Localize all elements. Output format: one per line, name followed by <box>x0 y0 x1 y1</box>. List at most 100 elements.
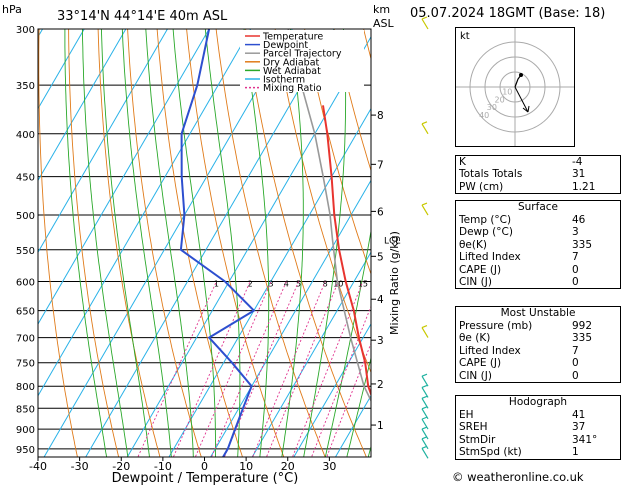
pressure-tick-label: 800 <box>16 382 35 393</box>
height-tick-label: 7 <box>377 159 384 171</box>
series-line-1 <box>179 29 256 457</box>
wind-barb-flag <box>421 325 428 329</box>
wind-barb-flag <box>421 384 428 388</box>
x-tick-label: 0 <box>201 460 208 473</box>
dry-adiabat <box>68 29 120 457</box>
x-tick-label: 10 <box>239 460 253 473</box>
wind-barb <box>421 416 429 430</box>
dry-adiabat <box>416 4 450 485</box>
dry-adiabat <box>38 29 78 457</box>
legend-entry: Parcel Trajectory <box>263 49 342 60</box>
isotherm <box>38 29 85 110</box>
legend-box <box>240 30 364 92</box>
surface-title: Surface <box>517 201 558 213</box>
wind-barb-flag <box>421 426 428 430</box>
mixing-ratio-label: 5 <box>296 279 301 288</box>
legend-entry: Mixing Ratio <box>263 83 322 94</box>
param-row: CAPE (J) 0 <box>456 357 620 369</box>
param-label: CAPE (J) <box>459 357 502 370</box>
x-tick-label: 20 <box>281 460 295 473</box>
param-label: Dewp (°C) <box>459 226 513 239</box>
mixing-ratio-label: 4 <box>284 279 289 288</box>
storm-motion-arrowhead <box>522 105 530 113</box>
param-row: Lifted Index 7 <box>456 345 620 357</box>
mixing-ratio-labels: 1 2 3 4 5 8 10 15 20 25 <box>214 279 386 288</box>
param-row: StmDir 341° <box>456 434 620 446</box>
pressure-tick-label: 600 <box>16 277 35 288</box>
wind-barb-staff <box>421 123 429 135</box>
mixing-ratio-label: 3 <box>268 279 273 288</box>
pressure-tick-label: 750 <box>16 359 35 370</box>
param-row: CIN (J) 0 <box>456 276 620 288</box>
hodograph-frame <box>455 27 575 147</box>
height-unit-asl: ASL <box>373 17 395 30</box>
dry-adiabat <box>97 29 161 457</box>
param-row: Dewp (°C) 3 <box>456 226 620 238</box>
param-value: 0 <box>572 263 579 276</box>
dry-adiabat <box>445 4 450 485</box>
wind-barb-staff <box>421 204 429 216</box>
pressure-tick-label: 950 <box>16 445 35 456</box>
wet-adiabat <box>346 355 371 457</box>
wind-barb-staff <box>421 18 429 30</box>
pressure-tick-label: 350 <box>16 81 35 92</box>
surface-panel: Surface Temp (°C) 46 Dewp (°C) 3 θe(K) 335 Lif… <box>455 200 621 290</box>
wind-barb-staff <box>421 438 429 450</box>
indices-panel: K -4 Totals Totals 31 PW (cm) 1.21 <box>455 155 621 195</box>
mixing-ratio-line <box>211 281 287 457</box>
height-tick-label: 6 <box>377 206 384 218</box>
dry-adiabat <box>274 29 371 374</box>
most-unstable-title: Most Unstable <box>500 307 576 319</box>
wind-barb <box>421 16 429 30</box>
param-value: 41 <box>572 409 586 421</box>
legend-entry: Dry Adiabat <box>263 57 320 68</box>
hodograph-point <box>519 73 523 77</box>
wind-barb <box>421 202 429 216</box>
isotherm <box>38 29 169 254</box>
wind-barb-staff <box>421 428 429 440</box>
dry-adiabat <box>363 29 371 61</box>
param-row: Pressure (mb) 992 <box>456 320 620 332</box>
wet-adiabat <box>281 29 304 457</box>
skewt-chart: 1 2 3 4 5 8 10 15 20 25 3003504004505005506006507… <box>2 3 450 486</box>
wind-barb <box>421 373 429 387</box>
wind-barb-staff <box>421 418 429 430</box>
param-label: StmDir <box>459 433 496 446</box>
wind-barb-flag <box>421 16 428 20</box>
mixing-ratio-label: 1 <box>214 279 219 288</box>
dry-adiabat <box>215 29 326 457</box>
isotherm <box>38 29 210 325</box>
param-value: 0 <box>572 357 579 370</box>
mixing-ratio-label: 20 <box>376 279 386 288</box>
pressure-tick-label: 450 <box>16 173 35 184</box>
mixing-ratio-line <box>291 281 364 457</box>
param-row: Totals Totals 31 <box>456 168 620 180</box>
pressure-tick-label: 900 <box>16 425 35 436</box>
legend-entry: Temperature <box>262 32 323 43</box>
wind-barb-flag <box>421 395 428 399</box>
wet-adiabat <box>172 29 216 457</box>
mixing-ratio-label: 15 <box>358 279 368 288</box>
wet-adiabat <box>121 29 172 457</box>
wind-barb-staff <box>421 375 429 387</box>
mixing-ratio-line <box>252 281 326 457</box>
legend-entry: Wet Adiabat <box>263 66 321 77</box>
param-label: θe (K) <box>459 332 491 345</box>
mixing-ratio-line <box>311 305 371 457</box>
param-value: 335 <box>572 238 593 251</box>
legend-entry: Dewpoint <box>263 40 308 51</box>
wind-barb <box>421 121 429 135</box>
mixing-ratio-line <box>194 281 272 457</box>
wind-barb-flag <box>421 406 428 410</box>
param-label: θe(K) <box>459 238 487 251</box>
param-value: 46 <box>572 214 586 226</box>
wet-adiabat <box>243 29 270 457</box>
isotherm <box>293 322 371 457</box>
isotherm <box>38 29 127 182</box>
param-value: 1 <box>572 446 579 459</box>
mixing-ratio-line <box>326 342 371 457</box>
storm-motion-arrow <box>514 86 529 113</box>
param-label: Temp (°C) <box>459 214 512 226</box>
wind-barb <box>421 395 429 409</box>
param-value: 341° <box>572 433 598 446</box>
